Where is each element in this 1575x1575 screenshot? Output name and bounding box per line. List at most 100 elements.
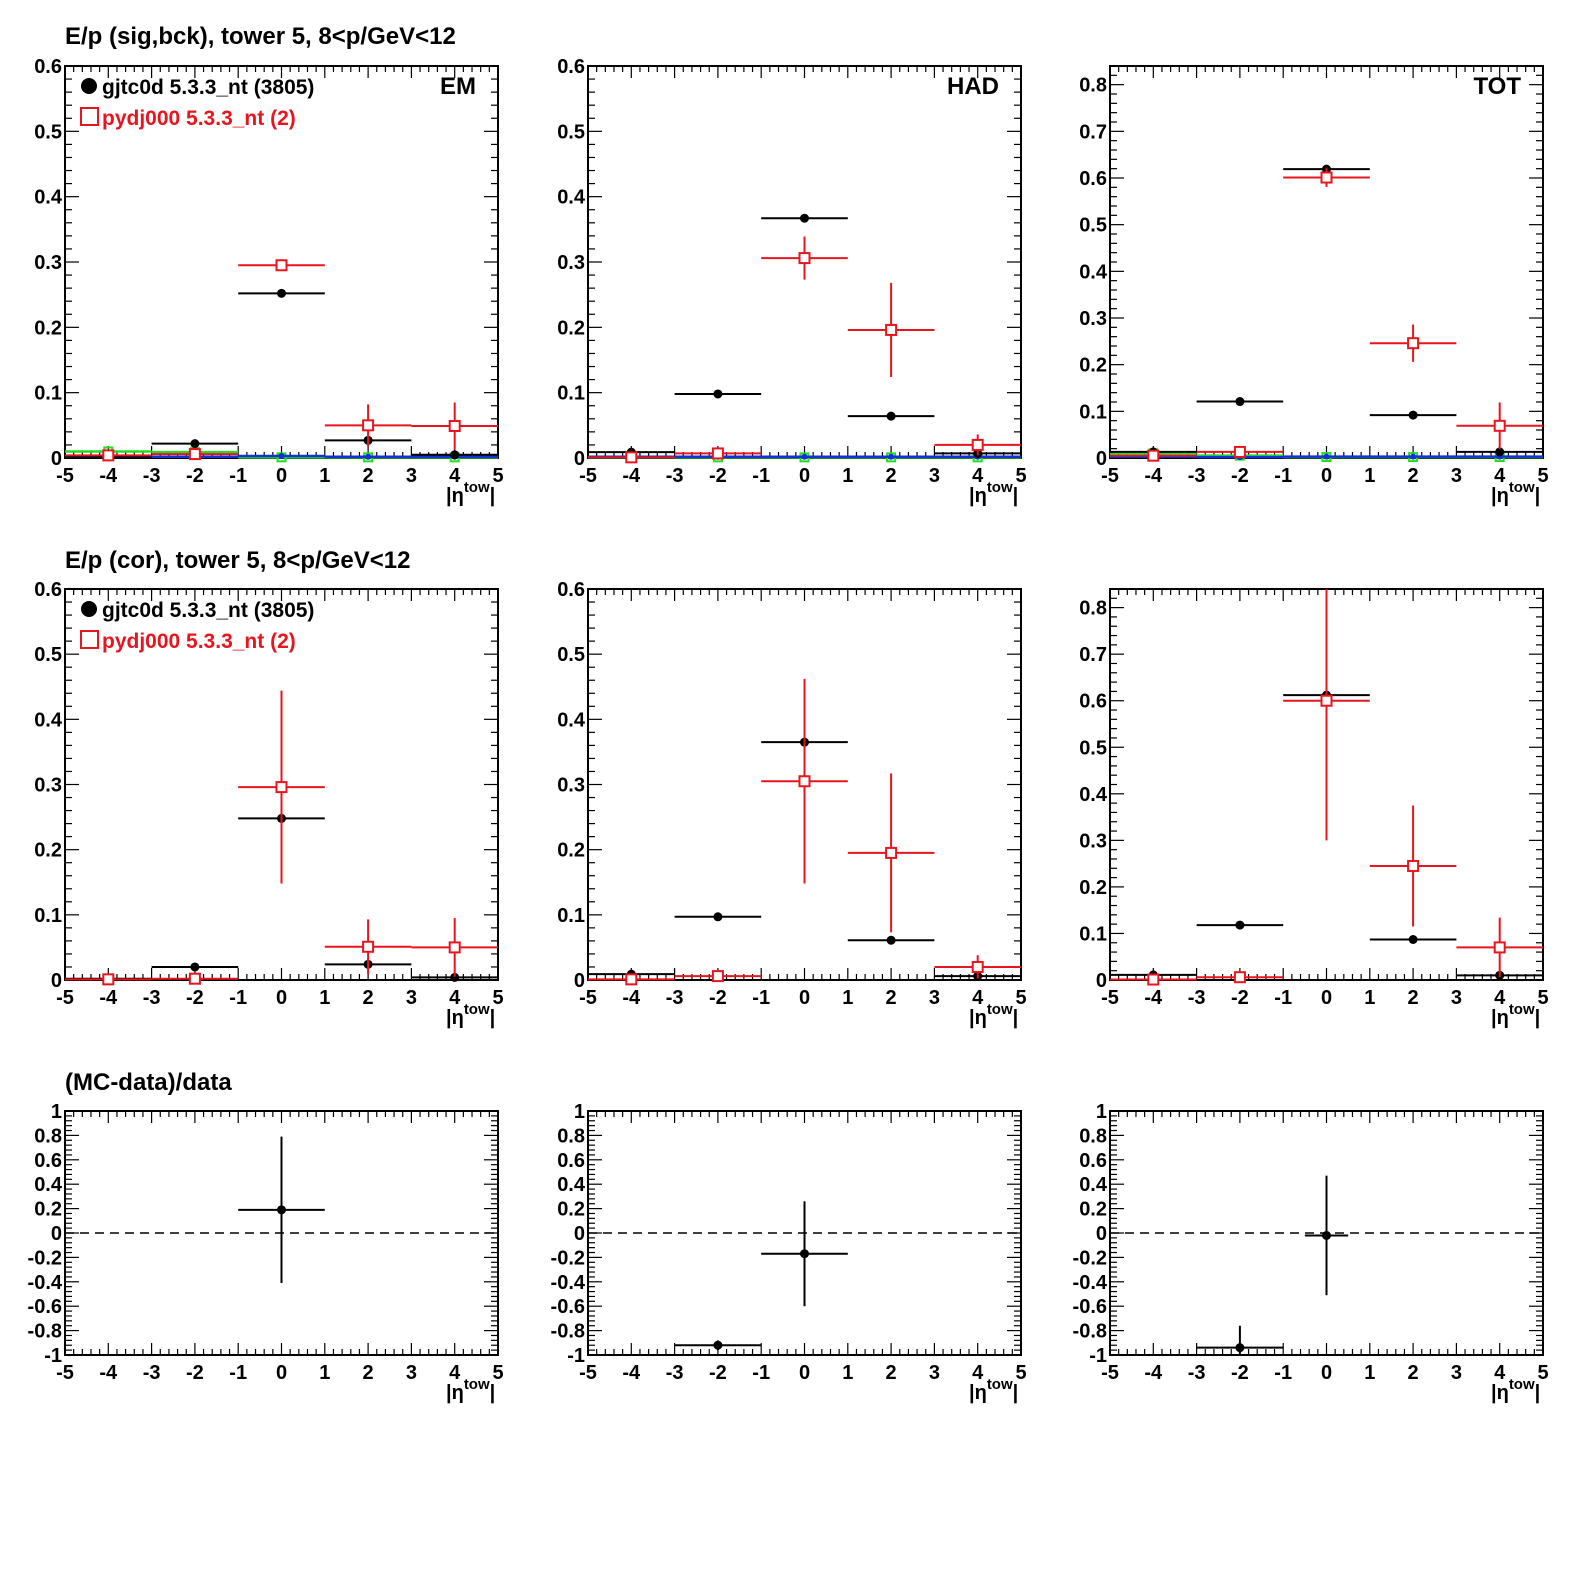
- mc-point: [885, 846, 898, 859]
- y-tick-label: -0.2: [1073, 1247, 1107, 1269]
- y-tick-label: 0.6: [34, 579, 62, 601]
- x-tick-label: 3: [929, 987, 940, 1009]
- x-axis-label: |ηtow|: [1491, 1001, 1540, 1029]
- x-axis-label-main: |η: [1491, 1007, 1509, 1029]
- y-tick-label: 0: [51, 1223, 62, 1245]
- data-point: [1235, 1343, 1245, 1353]
- y-tick-label: 0.8: [34, 1125, 62, 1147]
- legend-mc-marker: [80, 107, 99, 126]
- y-tick-label: 0.8: [1079, 1125, 1107, 1147]
- y-tick-label: 0.6: [1079, 168, 1107, 190]
- mc-point: [971, 960, 984, 973]
- x-axis-label: |ηtow|: [969, 1001, 1018, 1029]
- x-tick-label: 2: [1408, 465, 1419, 487]
- y-tick-label: 0.7: [1079, 121, 1107, 143]
- blue-point: [365, 453, 372, 460]
- y-tick-label: 0.5: [1079, 215, 1107, 237]
- x-tick-label: 1: [319, 465, 330, 487]
- x-tick-label: -1: [229, 987, 247, 1009]
- mc-point: [711, 970, 724, 983]
- y-tick-label: 0.1: [34, 905, 62, 927]
- y-tick-label: 0: [574, 1223, 585, 1245]
- mc-point: [711, 447, 724, 460]
- x-tick-label: 1: [842, 465, 853, 487]
- blue-point: [1410, 453, 1417, 460]
- legend-data-marker: [81, 78, 97, 94]
- y-tick-label: 0.2: [1079, 1199, 1107, 1221]
- x-tick-label: 3: [1451, 465, 1462, 487]
- legend: gjtc0d 5.3.3_nt (3805) pydj000 5.3.3_nt (…: [80, 599, 314, 653]
- y-tick-label: 0.4: [557, 1174, 586, 1196]
- x-tick-label: -1: [229, 1362, 247, 1384]
- x-tick-label: 0: [799, 465, 810, 487]
- x-tick-label: 0: [1321, 1362, 1332, 1384]
- y-tick-label: 0.5: [557, 644, 585, 666]
- x-axis-label-end: |: [490, 1382, 496, 1404]
- mc-point: [275, 781, 288, 794]
- x-tick-label: -4: [1144, 465, 1163, 487]
- x-tick-label: 4: [972, 465, 984, 487]
- x-tick-label: -4: [99, 465, 118, 487]
- x-tick-label: 5: [1015, 465, 1026, 487]
- x-tick-label: -3: [143, 465, 161, 487]
- x-axis-label-sup: tow: [464, 1376, 490, 1393]
- x-tick-label: 3: [406, 987, 417, 1009]
- series-data: [238, 1136, 325, 1284]
- data-point: [277, 1205, 286, 1215]
- series-mc: [588, 678, 1021, 986]
- data-point: [713, 389, 723, 399]
- y-tick-label: 0.1: [1079, 401, 1107, 423]
- x-tick-label: -5: [1101, 465, 1119, 487]
- y-tick-label: 0.2: [557, 840, 585, 862]
- x-tick-label: 2: [363, 1362, 374, 1384]
- y-tick-label: 0.2: [34, 840, 62, 862]
- mc-point: [1147, 973, 1160, 986]
- x-tick-label: 4: [449, 1362, 461, 1384]
- mc-point: [885, 323, 898, 336]
- x-tick-label: -2: [186, 465, 204, 487]
- x-axis-label-main: |η: [969, 1007, 987, 1029]
- x-tick-label: -4: [99, 1362, 118, 1384]
- y-tick-label: -0.4: [28, 1272, 63, 1294]
- x-tick-label: 3: [406, 465, 417, 487]
- y-tick-label: 0.3: [34, 252, 62, 274]
- y-tick-label: 0.4: [34, 709, 63, 731]
- x-tick-label: -2: [1231, 465, 1249, 487]
- y-tick-label: 0.8: [557, 1125, 585, 1147]
- y-tick-label: 0.4: [1079, 261, 1108, 283]
- x-tick-label: -1: [752, 1362, 770, 1384]
- x-axis-label: |ηtow|: [1491, 1376, 1540, 1404]
- y-tick-label: 0.5: [1079, 737, 1107, 759]
- x-tick-label: 2: [363, 465, 374, 487]
- data-point: [713, 1340, 723, 1350]
- mc-point: [362, 419, 375, 432]
- x-tick-label: -3: [1188, 465, 1206, 487]
- x-tick-label: 3: [406, 1362, 417, 1384]
- x-axis-label-sup: tow: [987, 1376, 1013, 1393]
- data-point: [713, 912, 723, 922]
- panel-label: EM: [440, 73, 476, 100]
- y-tick-label: 0.3: [1079, 308, 1107, 330]
- x-tick-label: -3: [1188, 1362, 1206, 1384]
- mc-point: [625, 973, 638, 986]
- x-axis-label-end: |: [490, 485, 496, 507]
- x-tick-label: 4: [449, 465, 461, 487]
- y-tick-label: 0.5: [557, 121, 585, 143]
- x-axis-label: |ηtow|: [446, 479, 495, 507]
- panel-1-0: -5 -4 -3 -2 -1 0 1 2 3 4 5 0 0.1 0.2 0.3 0.4 0.5 0.6 |ηtow…: [34, 579, 503, 1029]
- x-tick-label: 1: [1364, 1362, 1375, 1384]
- x-tick-label: -4: [622, 1362, 641, 1384]
- x-tick-label: 0: [1321, 465, 1332, 487]
- series-mc: [65, 259, 498, 462]
- x-tick-label: 0: [276, 987, 287, 1009]
- x-axis-label: |ηtow|: [969, 479, 1018, 507]
- y-tick-label: -0.2: [28, 1247, 62, 1269]
- x-tick-label: -2: [709, 987, 727, 1009]
- y-tick-label: 0.6: [557, 579, 585, 601]
- y-tick-label: 0.2: [34, 317, 62, 339]
- x-tick-label: -5: [56, 465, 74, 487]
- y-tick-label: 0: [51, 448, 62, 470]
- x-tick-label: -1: [752, 987, 770, 1009]
- x-tick-label: 0: [276, 465, 287, 487]
